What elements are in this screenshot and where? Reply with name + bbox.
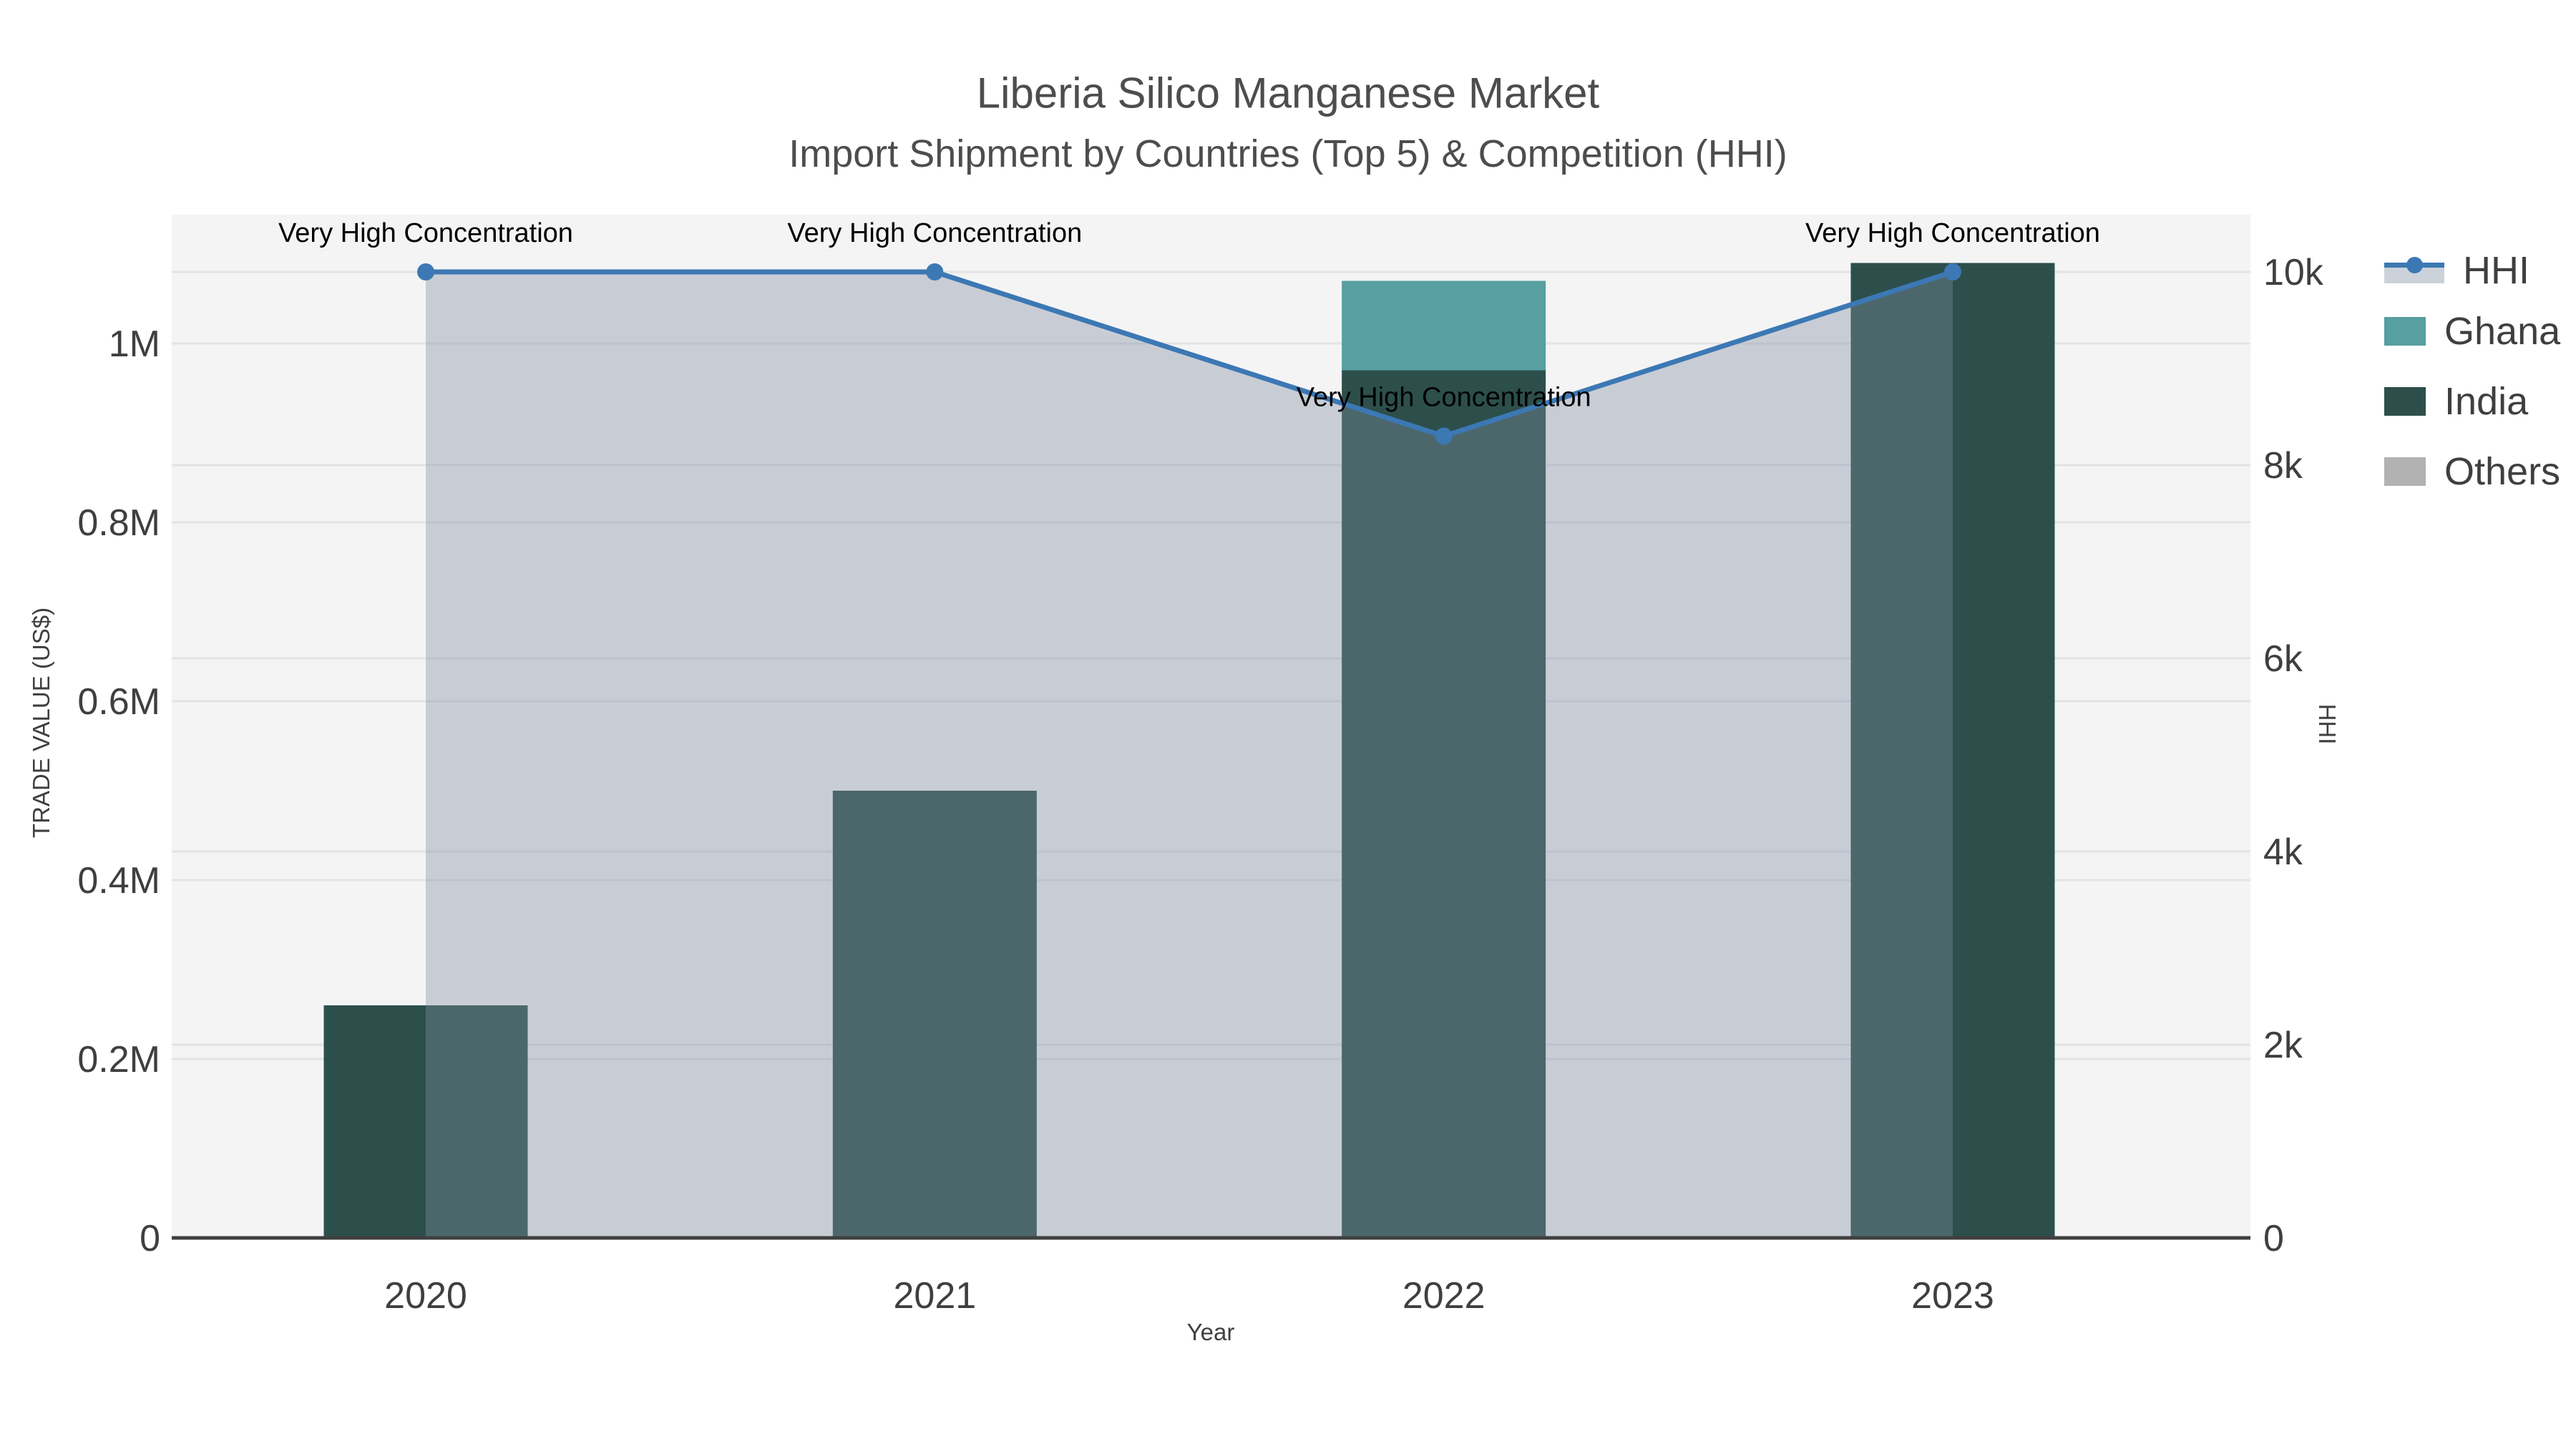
x-tick-2021: 2021: [893, 1275, 976, 1317]
y-right-tick-6k: 6k: [2263, 638, 2303, 680]
y-right-tick-4k: 4k: [2263, 831, 2303, 873]
legend-item-india[interactable]: India: [2384, 367, 2528, 435]
y2-axis-title-hhi: HHI: [2314, 703, 2341, 745]
y-left-tick-0.2M: 0.2M: [77, 1039, 160, 1080]
hhi-marker-2022: [1435, 427, 1453, 445]
y-right-tick-8k: 8k: [2263, 445, 2303, 487]
hhi-marker-2023: [1943, 263, 1961, 280]
bar-india-2022: [1342, 370, 1546, 1238]
y-left-tick-0.4M: 0.4M: [77, 860, 160, 902]
annotation-2022: Very High Concentration: [1297, 383, 1591, 413]
hhi-area-fill: [426, 272, 1953, 1238]
x-tick-2022: 2022: [1402, 1275, 1485, 1317]
annotation-2021: Very High Concentration: [787, 218, 1082, 248]
legend-label-others: Others: [2444, 449, 2561, 493]
legend-item-others[interactable]: Others: [2384, 437, 2560, 505]
y-left-tick-0.8M: 0.8M: [77, 502, 160, 544]
y-left-tick-1M: 1M: [109, 323, 160, 365]
hhi-marker-2021: [926, 263, 944, 280]
hhi-line-marker-icon: [2384, 256, 2444, 285]
hhi-marker-2020: [417, 263, 434, 280]
y-axis-title-trade-value: TRADE VALUE (US$): [28, 607, 54, 839]
x-axis-title-year: Year: [1186, 1319, 1235, 1345]
ghana-swatch-icon: [2384, 316, 2426, 346]
legend-item-hhi[interactable]: HHI: [2384, 236, 2529, 304]
y-left-tick-0.6M: 0.6M: [77, 681, 160, 723]
legend-label-ghana: Ghana: [2444, 309, 2561, 353]
bar-india-2023: [1850, 263, 2055, 1238]
legend-item-ghana[interactable]: Ghana: [2384, 297, 2560, 365]
bar-india-2020: [323, 1005, 528, 1238]
annotation-2020: Very High Concentration: [278, 218, 573, 248]
y-right-tick-2k: 2k: [2263, 1025, 2303, 1066]
hhi-line: [426, 269, 1954, 439]
y-right-tick-0: 0: [2263, 1218, 2284, 1259]
legend-label-india: India: [2444, 379, 2529, 423]
chart-title: Liberia Silico Manganese Market: [976, 69, 1600, 117]
others-swatch-icon: [2384, 457, 2426, 486]
bar-ghana-2022: [1342, 280, 1546, 371]
x-tick-2020: 2020: [384, 1275, 467, 1317]
bar-india-2021: [832, 791, 1037, 1238]
x-tick-2023: 2023: [1911, 1275, 1994, 1317]
chart-subtitle: Import Shipment by Countries (Top 5) & C…: [789, 132, 1787, 175]
legend-label-hhi: HHI: [2463, 248, 2529, 292]
y-left-tick-0: 0: [140, 1218, 160, 1259]
y-right-tick-10k: 10k: [2263, 252, 2324, 293]
india-swatch-icon: [2384, 386, 2426, 416]
annotation-2023: Very High Concentration: [1805, 218, 2100, 248]
